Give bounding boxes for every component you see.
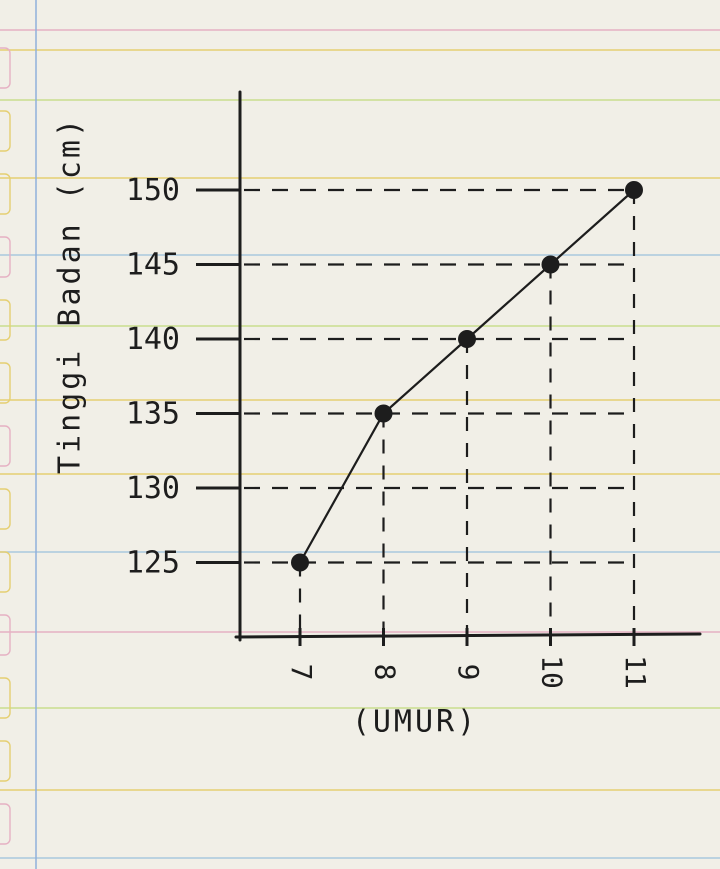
x-tick-label: 11	[619, 655, 652, 689]
paper-rule-lines	[0, 29, 720, 859]
data-point	[374, 404, 393, 423]
tick-marks	[196, 188, 636, 646]
data-point	[541, 255, 560, 274]
binder-tab	[0, 551, 11, 593]
y-axis-label: Tinggi Badan (cm)	[52, 115, 88, 475]
tick-labels: 125 130 135 140 145 150 7 8 9 10 11	[126, 173, 652, 689]
x-tick-label: 9	[452, 664, 485, 681]
x-tick-label: 8	[369, 664, 402, 681]
y-tick-label: 145	[126, 248, 180, 283]
binder-tab	[0, 299, 11, 341]
data-point	[291, 553, 309, 572]
binder-tab	[0, 47, 11, 89]
x-tick-label: 7	[285, 664, 318, 681]
y-tick-label: 130	[126, 471, 180, 506]
y-tick-label: 125	[126, 546, 180, 581]
y-tick-label: 150	[126, 173, 180, 208]
binder-tab	[0, 425, 11, 467]
binder-tab	[0, 677, 11, 719]
binder-tabs	[0, 47, 11, 845]
binder-tab	[0, 740, 11, 782]
binder-tab	[0, 803, 11, 845]
x-tick-label: 10	[536, 655, 569, 689]
data-point	[458, 330, 476, 348]
data-points	[291, 181, 643, 572]
binder-tab	[0, 614, 11, 656]
binder-tab	[0, 173, 11, 215]
data-point	[625, 181, 643, 199]
y-tick-label: 135	[126, 397, 180, 432]
line-chart: 125 130 135 140 145 150 7 8 9 10 11	[126, 90, 702, 689]
binder-tab	[0, 488, 11, 530]
x-axis-label: (UMUR)	[351, 704, 479, 740]
binder-tab	[0, 110, 11, 152]
binder-tab	[0, 236, 11, 278]
binder-tab	[0, 362, 11, 404]
y-tick-label: 140	[126, 322, 180, 357]
